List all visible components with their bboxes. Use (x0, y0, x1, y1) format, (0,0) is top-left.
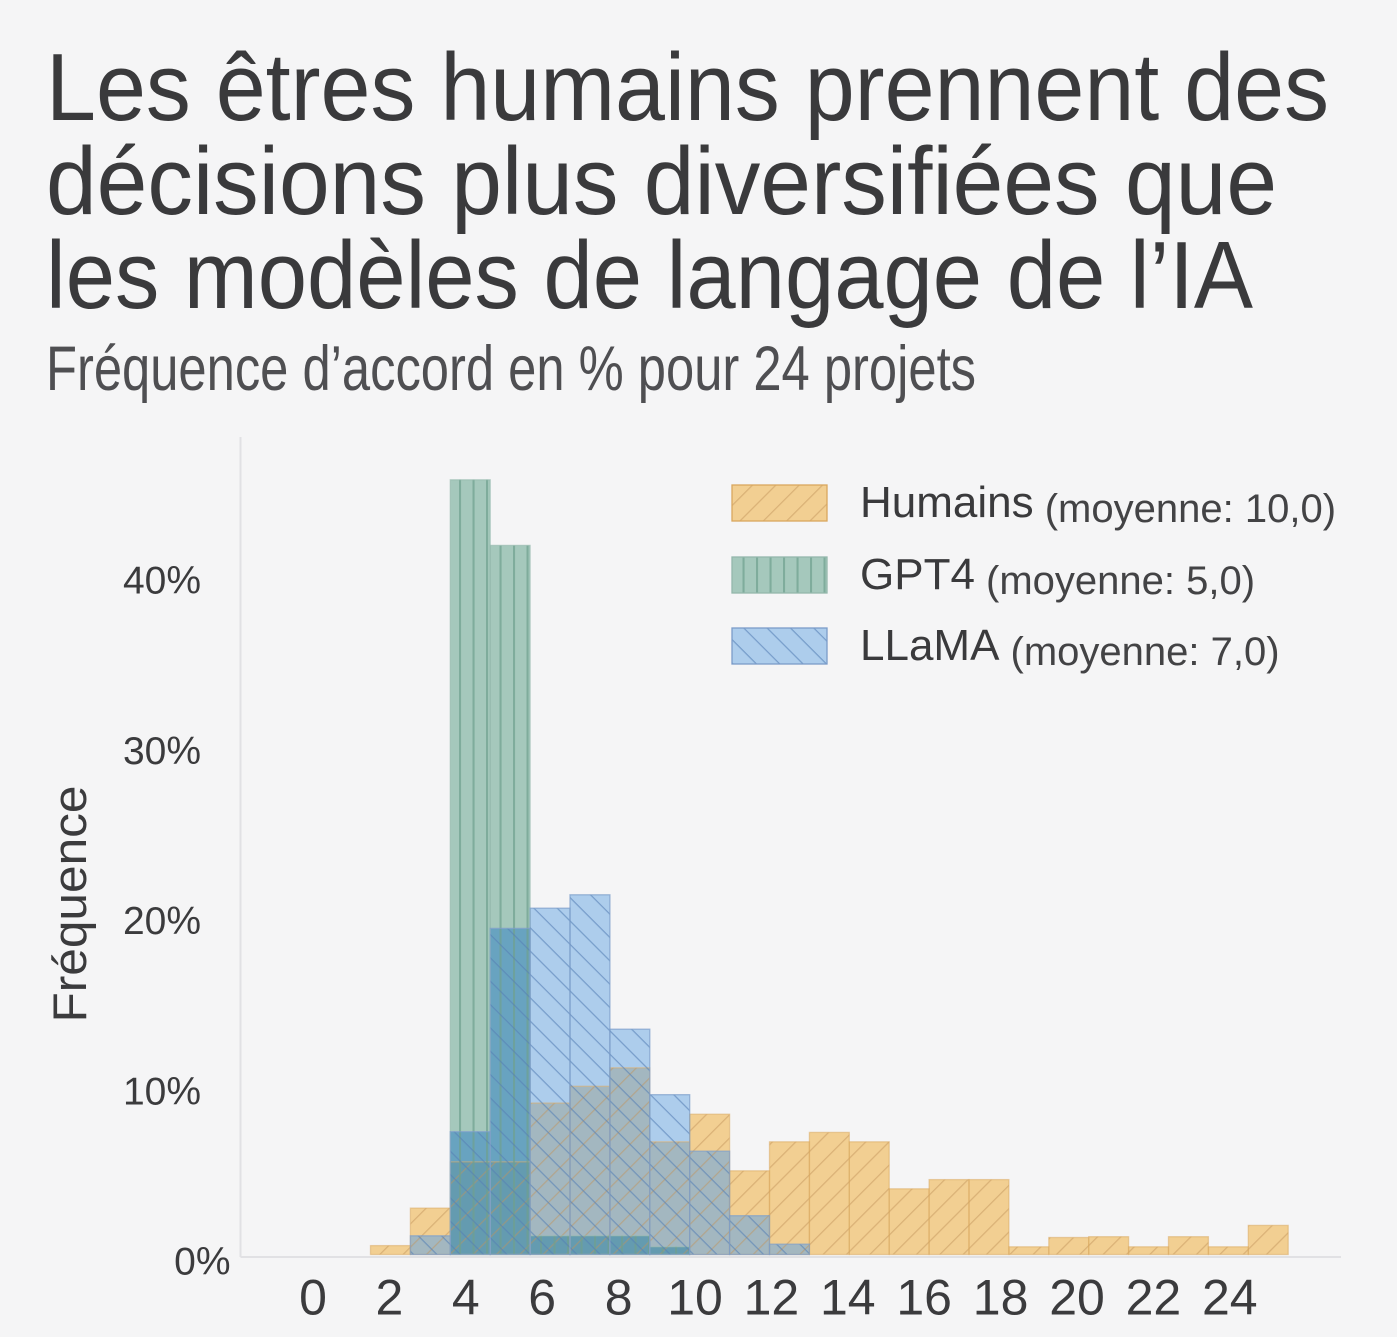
svg-text:40%: 40% (123, 560, 201, 603)
svg-text:24: 24 (1202, 1270, 1258, 1326)
svg-text:Les êtres humains prennent des: Les êtres humains prennent des (46, 34, 1329, 141)
svg-text:LLaMA (moyenne: 7,0): LLaMA (moyenne: 7,0) (860, 621, 1280, 674)
svg-text:12: 12 (744, 1270, 800, 1326)
svg-text:18: 18 (973, 1270, 1029, 1326)
svg-text:décisions plus diversifiées qu: décisions plus diversifiées que (46, 128, 1277, 235)
svg-text:0: 0 (299, 1270, 327, 1326)
svg-text:4: 4 (452, 1270, 480, 1326)
svg-text:0%: 0% (174, 1241, 230, 1284)
svg-text:14: 14 (820, 1270, 876, 1326)
svg-text:10%: 10% (123, 1070, 201, 1113)
svg-text:16: 16 (896, 1270, 952, 1326)
svg-text:6: 6 (528, 1270, 556, 1326)
svg-text:30%: 30% (123, 730, 201, 773)
svg-text:Humains (moyenne: 10,0): Humains (moyenne: 10,0) (860, 478, 1336, 531)
svg-text:les modèles de langage de l’IA: les modèles de langage de l’IA (46, 222, 1253, 329)
svg-text:2: 2 (375, 1270, 403, 1326)
svg-text:GPT4 (moyenne: 5,0): GPT4 (moyenne: 5,0) (860, 550, 1255, 603)
svg-text:8: 8 (605, 1270, 633, 1326)
svg-text:22: 22 (1126, 1270, 1182, 1326)
svg-text:20: 20 (1049, 1270, 1105, 1326)
svg-text:20%: 20% (123, 900, 201, 943)
svg-text:Fréquence: Fréquence (43, 786, 96, 1023)
svg-text:Fréquence d’accord en % pour 2: Fréquence d’accord en % pour 24 projets (46, 334, 976, 404)
svg-text:10: 10 (667, 1270, 723, 1326)
